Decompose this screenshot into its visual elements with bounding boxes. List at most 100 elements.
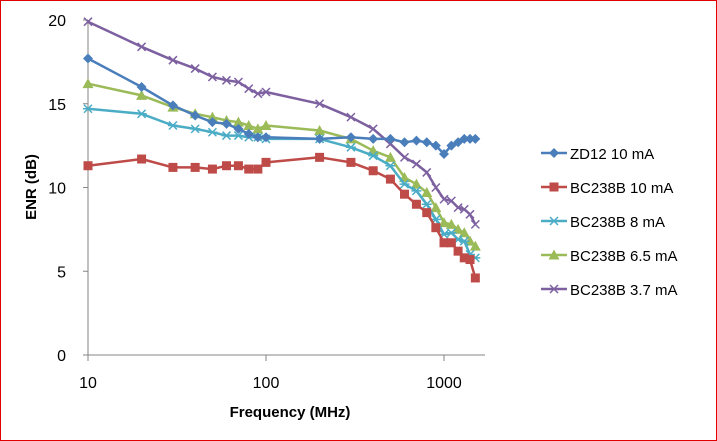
data-point (252, 132, 263, 143)
data-point (465, 255, 475, 265)
data-point (190, 124, 201, 134)
data-point (385, 174, 395, 184)
data-point (399, 179, 410, 189)
data-point (446, 196, 456, 206)
data-point (261, 87, 271, 97)
data-point (207, 164, 217, 174)
data-point (384, 151, 396, 162)
legend-label: BC238B 10 mA (570, 180, 673, 197)
data-point (83, 53, 93, 64)
legend-item: BC238B 3.7 mA (541, 282, 678, 299)
y-tick-label: 5 (57, 264, 66, 281)
data-point (207, 127, 218, 137)
y-tick-label: 15 (48, 97, 66, 114)
data-point (470, 273, 480, 283)
data-point (244, 164, 254, 174)
data-point (314, 125, 326, 136)
data-point (439, 194, 449, 204)
data-point (233, 123, 244, 134)
legend-label: BC238B 6.5 mA (570, 248, 678, 265)
series-line (87, 156, 477, 279)
data-point (368, 124, 378, 134)
data-point (411, 135, 422, 146)
y-tick-label: 20 (48, 13, 66, 30)
y-axis-title: ENR (dB) (23, 154, 40, 220)
data-point (168, 55, 178, 65)
data-point (465, 209, 475, 219)
data-point (439, 149, 449, 159)
data-point (459, 236, 470, 246)
series-bc238b-8-ma (83, 104, 481, 263)
data-point (252, 123, 264, 134)
data-point (83, 104, 93, 114)
data-point (206, 111, 218, 122)
data-point (137, 42, 147, 52)
data-point (411, 199, 421, 209)
y-axis-ticks: 0 5 10 15 20 (48, 13, 88, 365)
data-point (137, 154, 147, 164)
data-point (439, 238, 449, 248)
data-point (233, 161, 243, 171)
data-point (368, 133, 379, 144)
data-point (207, 72, 217, 82)
data-point (445, 218, 457, 229)
data-point (136, 109, 147, 119)
data-point (190, 162, 200, 172)
data-point (243, 128, 254, 139)
data-point (452, 223, 464, 234)
data-point (430, 202, 442, 213)
data-point (253, 164, 263, 174)
data-point (470, 219, 480, 229)
data-point (438, 217, 450, 228)
data-point (421, 187, 433, 198)
x-tick-label: 10 (79, 375, 97, 392)
data-point (411, 159, 421, 169)
data-point (136, 82, 147, 92)
data-point (410, 178, 422, 189)
data-point (446, 140, 457, 151)
data-point (465, 133, 476, 144)
data-point (469, 240, 481, 251)
series-bc238b-10-ma (83, 152, 480, 283)
series-line (87, 20, 477, 225)
legend-label: BC238B 3.7 mA (570, 282, 678, 299)
series-bc238b-6-5-ma (82, 78, 481, 251)
legend-item: ZD12 10 mA (541, 146, 654, 163)
data-point (346, 157, 356, 167)
data-point (315, 152, 325, 162)
plot-series (82, 17, 481, 283)
data-point (459, 253, 469, 263)
data-point (470, 133, 481, 144)
data-point (346, 112, 356, 122)
data-point (82, 78, 94, 89)
data-point (453, 246, 463, 256)
data-point (458, 227, 470, 238)
data-point (345, 142, 356, 152)
legend-marker (549, 216, 559, 226)
legend: ZD12 10 mA BC238B 10 mA BC238B 8 mA BC238B … (541, 146, 678, 299)
data-point (431, 182, 441, 193)
axes (87, 20, 485, 356)
data-point (421, 199, 432, 209)
data-point (399, 152, 410, 162)
data-point (430, 140, 441, 151)
data-point (446, 238, 456, 248)
data-point (190, 64, 200, 74)
data-point (167, 120, 178, 131)
legend-label: ZD12 10 mA (570, 146, 654, 163)
data-point (459, 133, 470, 144)
data-point (411, 186, 422, 196)
data-point (232, 116, 244, 127)
legend-item: BC238B 8 mA (541, 214, 665, 231)
legend-marker (549, 284, 559, 294)
legend-item: BC238B 6.5 mA (541, 248, 678, 265)
data-point (368, 166, 378, 176)
data-point (400, 189, 410, 199)
data-point (83, 161, 93, 171)
data-point (190, 110, 201, 121)
data-point (421, 137, 432, 148)
data-point (261, 157, 271, 167)
data-point (244, 84, 254, 94)
data-point (422, 167, 432, 177)
